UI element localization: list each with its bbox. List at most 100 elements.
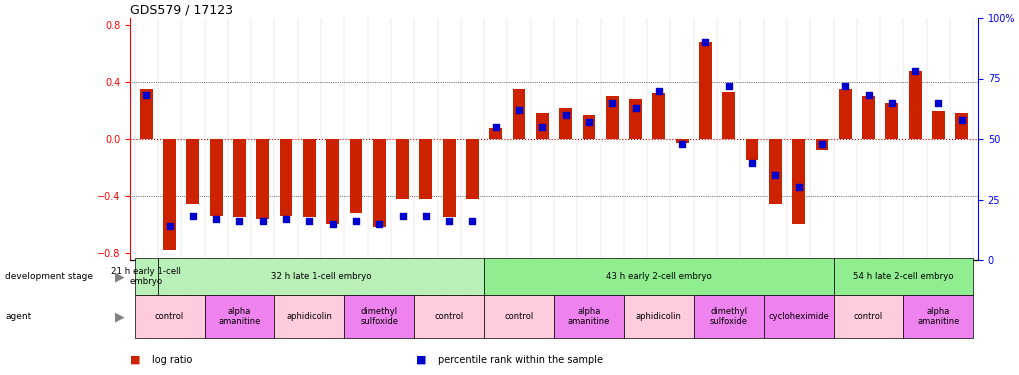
Bar bbox=[233, 139, 246, 217]
Bar bbox=[721, 92, 735, 139]
Text: alpha
amanitine: alpha amanitine bbox=[916, 307, 959, 326]
Text: 21 h early 1-cell
embryo: 21 h early 1-cell embryo bbox=[111, 267, 181, 286]
Point bbox=[231, 218, 248, 224]
Bar bbox=[442, 139, 455, 217]
Bar bbox=[256, 139, 269, 219]
Bar bbox=[605, 96, 619, 139]
Bar bbox=[535, 113, 548, 139]
Text: control: control bbox=[504, 312, 533, 321]
Bar bbox=[135, 258, 158, 295]
Text: ▶: ▶ bbox=[115, 310, 124, 323]
Point bbox=[511, 107, 527, 113]
Point bbox=[627, 105, 643, 111]
Text: control: control bbox=[434, 312, 464, 321]
Point bbox=[464, 218, 480, 224]
Text: alpha
amanitine: alpha amanitine bbox=[568, 307, 609, 326]
Bar bbox=[838, 89, 851, 139]
Text: aphidicolin: aphidicolin bbox=[635, 312, 681, 321]
Point bbox=[138, 93, 154, 99]
Text: ■: ■ bbox=[415, 355, 426, 365]
Point bbox=[697, 39, 713, 45]
Point bbox=[557, 112, 574, 118]
Point bbox=[882, 100, 899, 106]
Bar bbox=[903, 295, 972, 338]
Bar bbox=[931, 111, 944, 139]
Bar bbox=[350, 139, 362, 213]
Bar bbox=[326, 139, 338, 224]
Text: percentile rank within the sample: percentile rank within the sample bbox=[437, 355, 602, 365]
Bar bbox=[698, 42, 711, 139]
Text: 43 h early 2-cell embryo: 43 h early 2-cell embryo bbox=[605, 272, 711, 281]
Point bbox=[301, 218, 317, 224]
Bar bbox=[163, 139, 176, 250]
Bar bbox=[279, 139, 292, 216]
Text: ▶: ▶ bbox=[115, 270, 124, 283]
Point bbox=[347, 218, 364, 224]
Bar bbox=[274, 295, 344, 338]
Point bbox=[580, 119, 596, 125]
Bar bbox=[135, 295, 205, 338]
Bar bbox=[629, 99, 641, 139]
Point bbox=[766, 172, 783, 178]
Bar bbox=[652, 93, 664, 139]
Text: alpha
amanitine: alpha amanitine bbox=[218, 307, 261, 326]
Bar bbox=[395, 139, 409, 199]
Bar bbox=[466, 139, 478, 199]
Point bbox=[859, 93, 875, 99]
Text: control: control bbox=[853, 312, 882, 321]
Bar bbox=[582, 115, 595, 139]
Bar bbox=[186, 139, 199, 204]
Bar bbox=[815, 139, 827, 150]
Bar bbox=[484, 295, 553, 338]
Point bbox=[953, 117, 969, 123]
Text: cycloheximide: cycloheximide bbox=[767, 312, 828, 321]
Text: 54 h late 2-cell embryo: 54 h late 2-cell embryo bbox=[852, 272, 953, 281]
Text: GDS579 / 17123: GDS579 / 17123 bbox=[129, 4, 232, 17]
Point bbox=[650, 88, 666, 94]
Bar bbox=[558, 108, 572, 139]
Text: agent: agent bbox=[5, 312, 32, 321]
Bar bbox=[763, 295, 833, 338]
Point bbox=[674, 141, 690, 147]
Bar bbox=[205, 295, 274, 338]
Bar bbox=[484, 258, 833, 295]
Bar bbox=[344, 295, 414, 338]
Bar bbox=[513, 89, 525, 139]
Bar bbox=[745, 139, 758, 160]
Point bbox=[906, 68, 922, 74]
Point bbox=[394, 213, 411, 219]
Bar bbox=[833, 295, 903, 338]
Text: ■: ■ bbox=[129, 355, 141, 365]
Bar bbox=[373, 139, 385, 227]
Text: log ratio: log ratio bbox=[152, 355, 193, 365]
Point bbox=[603, 100, 620, 106]
Bar bbox=[792, 139, 804, 224]
Text: dimethyl
sulfoxide: dimethyl sulfoxide bbox=[360, 307, 397, 326]
Bar bbox=[624, 295, 693, 338]
Point bbox=[371, 221, 387, 227]
Point bbox=[440, 218, 457, 224]
Text: control: control bbox=[155, 312, 184, 321]
Text: development stage: development stage bbox=[5, 272, 93, 281]
Bar bbox=[693, 295, 763, 338]
Point bbox=[929, 100, 946, 106]
Point bbox=[813, 141, 829, 147]
Point bbox=[487, 124, 503, 130]
Bar bbox=[489, 128, 501, 139]
Point bbox=[255, 218, 271, 224]
Point bbox=[743, 160, 759, 166]
Point bbox=[534, 124, 550, 130]
Point bbox=[277, 216, 293, 222]
Point bbox=[184, 213, 201, 219]
Bar bbox=[129, 260, 977, 331]
Point bbox=[208, 216, 224, 222]
Bar bbox=[158, 258, 484, 295]
Bar bbox=[419, 139, 432, 199]
Point bbox=[719, 83, 736, 89]
Text: aphidicolin: aphidicolin bbox=[286, 312, 332, 321]
Bar bbox=[303, 139, 316, 217]
Bar bbox=[675, 139, 688, 143]
Point bbox=[418, 213, 434, 219]
Point bbox=[161, 223, 177, 229]
Bar bbox=[955, 113, 967, 139]
